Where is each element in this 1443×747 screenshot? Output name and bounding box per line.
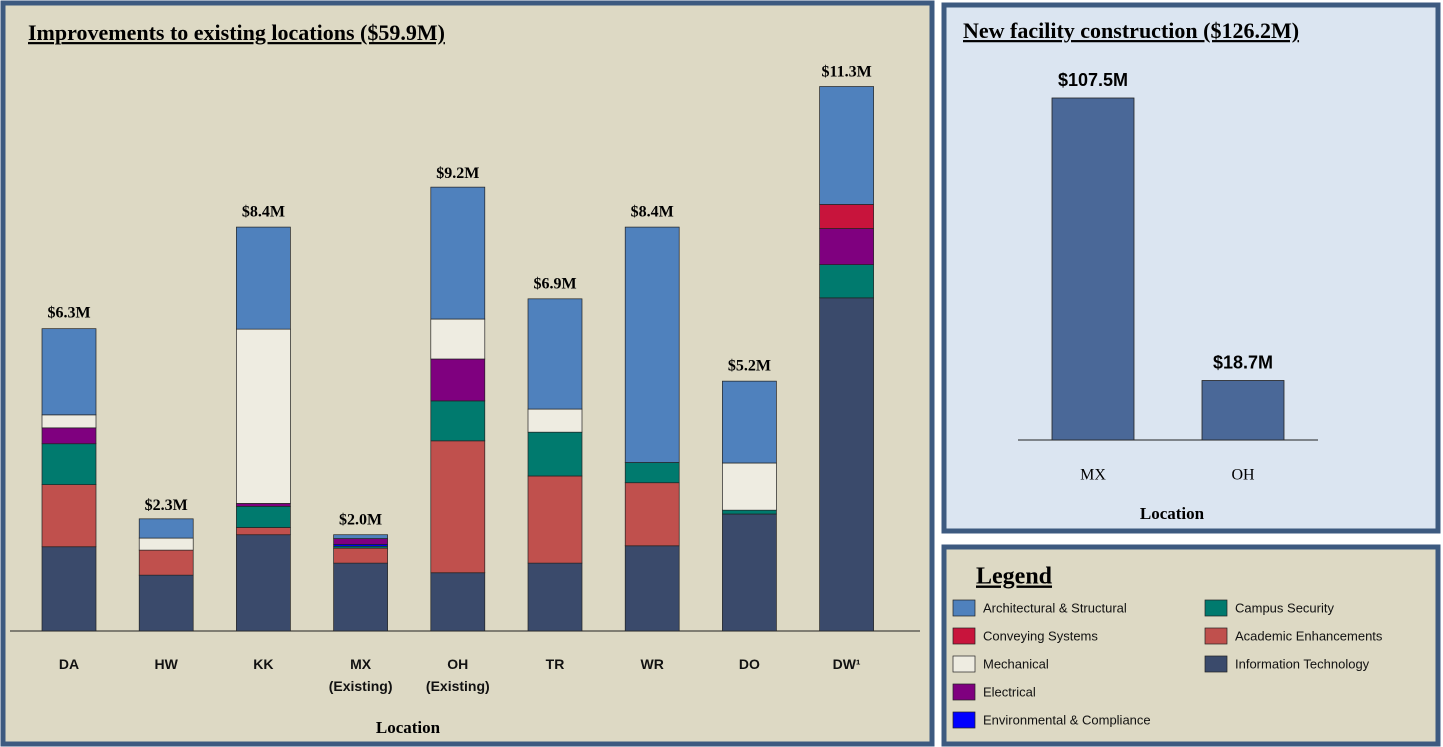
legend-swatch (1204, 655, 1228, 673)
value-label: $107.5M (1058, 70, 1128, 90)
bar-segment (624, 545, 680, 632)
total-label: $6.9M (533, 275, 576, 292)
bar-segment (236, 503, 291, 507)
x-tick-label: TR (545, 656, 565, 672)
bar-segment (430, 400, 486, 442)
bar-segment (236, 534, 291, 632)
bar (1201, 380, 1285, 441)
legend-swatch (952, 599, 976, 617)
bar-segment (527, 298, 583, 410)
bar-segment (430, 572, 486, 632)
bar-segment (722, 462, 777, 511)
x-tick-label: DO (738, 656, 760, 672)
bar-segment (819, 204, 874, 229)
legend-swatch (952, 711, 976, 729)
bar-segment (41, 484, 97, 548)
bar-segment (41, 328, 97, 416)
legend-label: Environmental & Compliance (983, 712, 1151, 727)
x-axis-label: Location (376, 718, 441, 737)
bar-segment (819, 264, 874, 299)
bar-segment (722, 513, 777, 632)
legend-label: Information Technology (1235, 656, 1370, 671)
legend-swatch (952, 655, 976, 673)
bar-segment (819, 297, 874, 632)
x-tick-label: MX (Existing) (328, 656, 393, 694)
legend-panel (941, 544, 1441, 747)
total-label: $8.4M (631, 203, 674, 220)
chart-title: Improvements to existing locations ($59.… (28, 20, 445, 45)
bar-segment (236, 527, 291, 536)
x-tick-label: WR (640, 656, 664, 672)
bar-segment (236, 505, 291, 528)
bar-segment (624, 482, 680, 547)
x-tick-label: HW (154, 656, 178, 672)
x-axis-label: Location (1140, 504, 1205, 523)
total-label: $5.2M (728, 357, 771, 374)
bar-segment (41, 427, 97, 445)
legend-label: Architectural & Structural (983, 600, 1127, 615)
bar-segment (41, 546, 97, 632)
x-tick-label: DW¹ (832, 656, 861, 672)
total-label: $8.4M (242, 203, 285, 220)
bar-segment (41, 443, 97, 485)
bar-segment (527, 408, 583, 433)
legend-swatch (952, 627, 976, 645)
bar-segment (819, 228, 874, 265)
legend-label: Electrical (983, 684, 1036, 699)
x-tick-label: OH (1231, 467, 1255, 484)
bar-segment (236, 226, 291, 330)
bar-segment (333, 547, 388, 564)
legend-title: Legend (976, 564, 1053, 590)
total-label: $2.3M (145, 497, 188, 514)
bar-segment (722, 380, 777, 464)
value-label: $18.7M (1213, 352, 1273, 372)
total-label: $9.2M (436, 165, 479, 182)
legend-swatch (1204, 599, 1228, 617)
bar-segment (430, 358, 486, 402)
legend-swatch (952, 683, 976, 701)
bar-segment (430, 440, 486, 574)
bar-segment (624, 226, 680, 463)
bar-segment (430, 186, 486, 320)
x-tick-label: MX (1080, 467, 1106, 484)
x-tick-label: OH (Existing) (425, 656, 490, 694)
bar-segment (41, 414, 97, 429)
total-label: $6.3M (47, 304, 90, 321)
bar-segment (138, 518, 194, 539)
bar-segment (333, 534, 388, 539)
bar-segment (138, 549, 194, 576)
bar-segment (527, 475, 583, 564)
bar-segment (333, 562, 388, 632)
bar-segment (722, 509, 777, 515)
legend-label: Conveying Systems (983, 628, 1098, 643)
x-tick-label: DA (58, 656, 80, 672)
bar-segment (624, 462, 680, 484)
bar-segment (333, 538, 388, 545)
bar-segment (819, 86, 874, 205)
legend-swatch (1204, 627, 1228, 645)
total-label: $2.0M (339, 511, 382, 528)
total-label: $11.3M (821, 64, 871, 81)
legend-label: Campus Security (1235, 600, 1334, 615)
x-tick-label: KK (253, 656, 274, 672)
legend-label: Mechanical (983, 656, 1049, 671)
bar (1051, 97, 1135, 441)
bar-segment (430, 318, 486, 360)
right-panel (941, 2, 1441, 534)
bar-segment (138, 537, 194, 551)
chart-title: New facility construction ($126.2M) (963, 18, 1299, 43)
bar-segment (236, 328, 291, 504)
bar-segment (138, 574, 194, 632)
legend-label: Academic Enhancements (1235, 628, 1383, 643)
bar-segment (527, 431, 583, 477)
bar-segment (527, 562, 583, 632)
